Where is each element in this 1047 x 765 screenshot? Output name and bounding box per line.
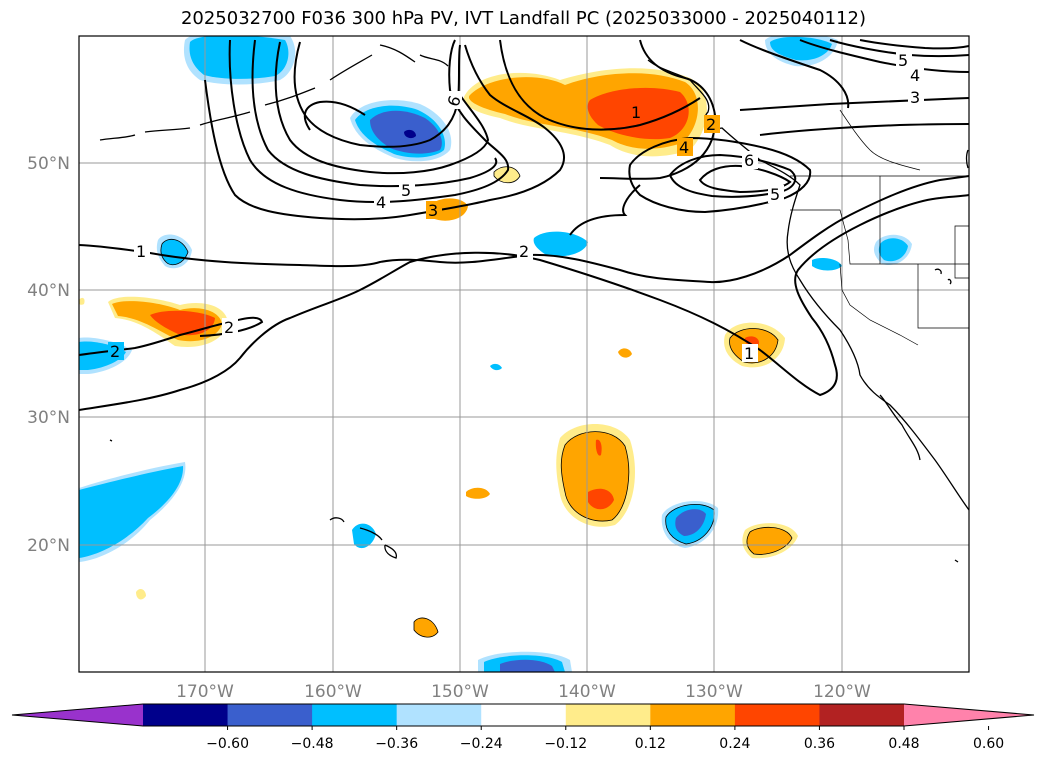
- contour-label: 5: [401, 181, 411, 200]
- colorbar: −0.60 −0.48 −0.36 −0.24 −0.12 0.12 0.24 0.36 0.4…: [11, 703, 1035, 752]
- contour-label: 4: [679, 138, 689, 157]
- contour-label: 4: [376, 193, 386, 212]
- colorbar-segment: [227, 704, 313, 726]
- contour-label: 3: [910, 88, 920, 107]
- lon-label: 130°W: [685, 682, 743, 702]
- colorbar-segment: [650, 704, 736, 726]
- colorbar-segment: [312, 704, 398, 726]
- contour-label: 3: [428, 201, 438, 220]
- contour-label: 1: [136, 242, 146, 261]
- colorbar-tick-label: 0.48: [888, 736, 919, 752]
- lat-labels: 50°N 40°N 30°N 20°N: [27, 154, 70, 556]
- colorbar-segment: [819, 704, 905, 726]
- colorbar-extend-high: [904, 704, 1034, 726]
- contour-label: 2: [519, 242, 529, 261]
- map-gridlines: [79, 36, 969, 672]
- colorbar-segment: [143, 704, 229, 726]
- positive-shading: [79, 68, 798, 638]
- contour-label: 2: [110, 342, 120, 361]
- contour-label: 5: [770, 185, 780, 204]
- lon-label: 170°W: [176, 682, 234, 702]
- lon-label: 120°W: [813, 682, 871, 702]
- lon-label: 140°W: [558, 682, 616, 702]
- colorbar-segment: [565, 704, 651, 726]
- colorbar-tick-label: 0.36: [804, 736, 835, 752]
- contour-label: 5: [898, 51, 908, 70]
- lat-label: 30°N: [27, 408, 70, 428]
- contour-label: 2: [706, 115, 716, 134]
- colorbar-tick-label: −0.60: [206, 736, 249, 752]
- contour-labels: 1 1 1 2 2 2 2 3 4 4 4 5 5 5: [108, 51, 924, 363]
- map-area: [79, 36, 969, 672]
- colorbar-tick-label: 0.60: [973, 736, 1004, 752]
- colorbar-tick-label: −0.48: [291, 736, 334, 752]
- map-frame: [78, 35, 970, 673]
- colorbar-segment: [396, 704, 482, 726]
- lon-label: 160°W: [304, 682, 362, 702]
- contour-label: 6: [744, 151, 754, 170]
- political-borders: [790, 109, 969, 346]
- lat-label: 50°N: [27, 154, 70, 174]
- lon-labels: 170°W 160°W 150°W 140°W 130°W 120°W: [176, 682, 871, 702]
- contour-label: 2: [224, 318, 234, 337]
- lat-label: 40°N: [27, 281, 70, 301]
- colorbar-tick-label: −0.24: [460, 736, 503, 752]
- contour-label: 1: [744, 344, 754, 363]
- colorbar-extend-low: [12, 704, 143, 726]
- colorbar-tick-label: 0.12: [635, 736, 666, 752]
- contour-label: 1: [631, 103, 641, 122]
- contour-label: 4: [910, 66, 920, 85]
- lon-label: 150°W: [431, 682, 489, 702]
- map-title: 2025032700 F036 300 hPa PV, IVT Landfall…: [180, 8, 867, 29]
- colorbar-tick-label: 0.24: [719, 736, 750, 752]
- colorbar-segment: [481, 704, 567, 726]
- coastlines: [99, 44, 969, 563]
- colorbar-segment: [734, 704, 820, 726]
- colorbar-outline: [11, 703, 1035, 727]
- colorbar-tick-label: −0.12: [544, 736, 587, 752]
- lat-label: 20°N: [27, 536, 70, 556]
- colorbar-tick-label: −0.36: [375, 736, 418, 752]
